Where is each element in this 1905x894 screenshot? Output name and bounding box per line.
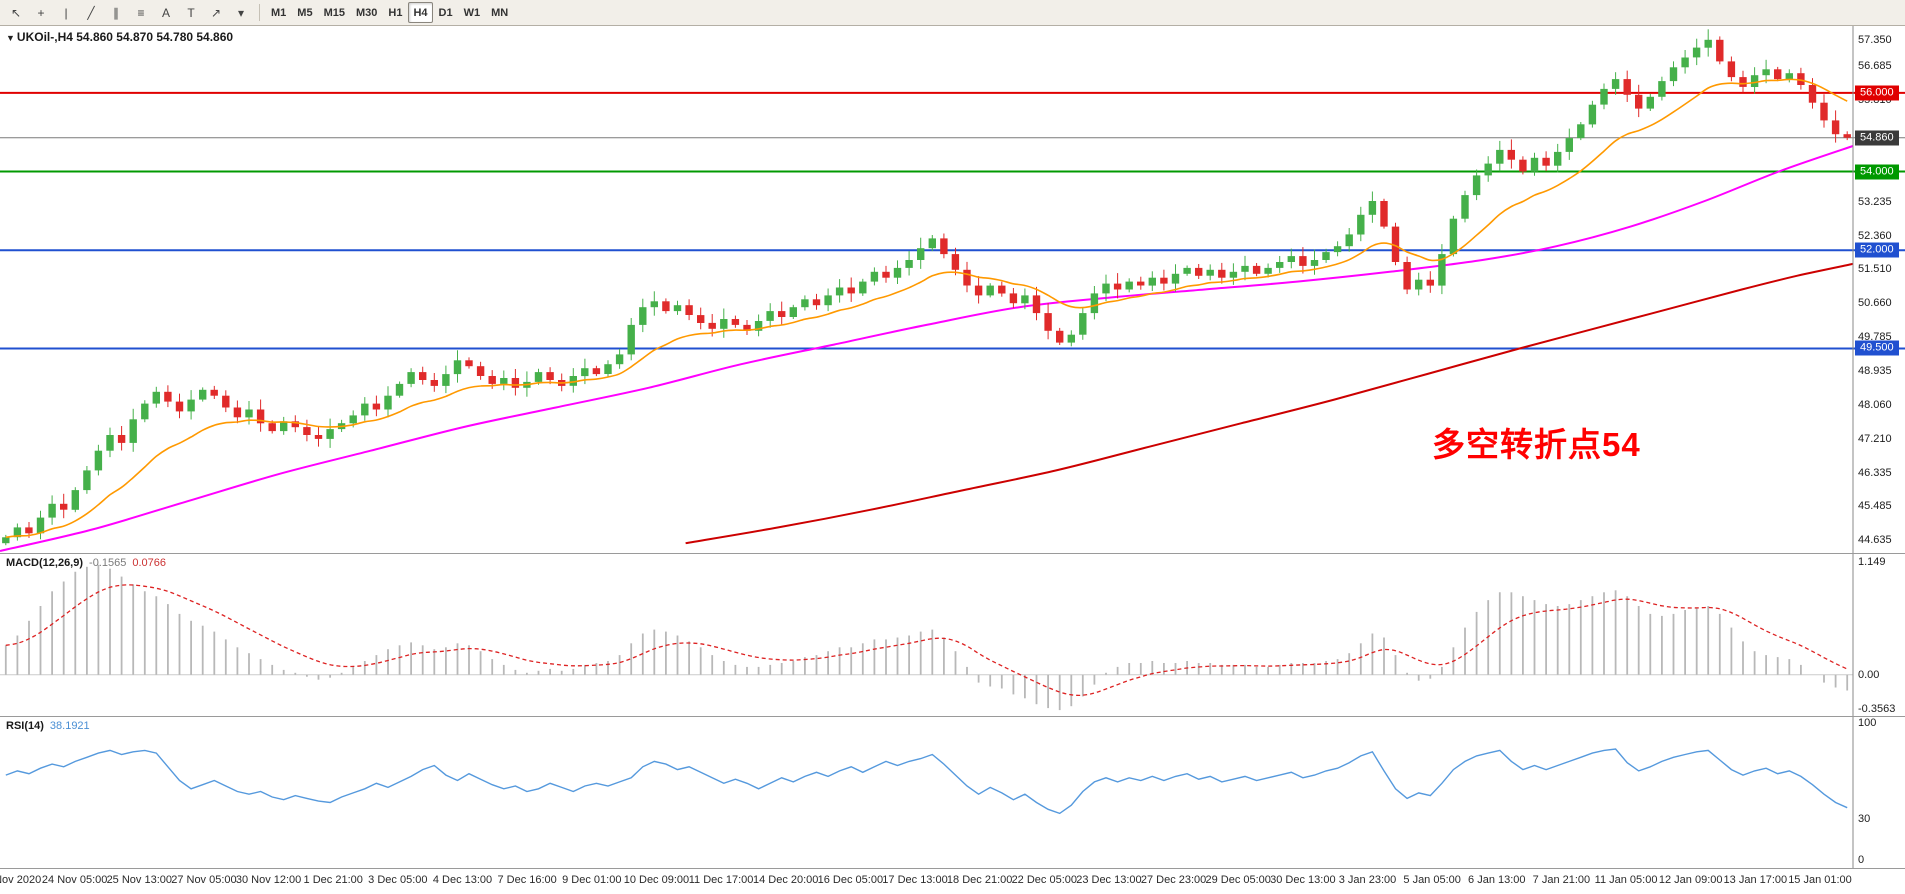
timeframe-m5-button[interactable]: M5 — [297, 6, 313, 19]
annotation-text: 多空转折点54 — [1432, 426, 1641, 463]
trendline-icon[interactable]: ╱ — [87, 5, 95, 20]
symbol-dropdown-icon[interactable]: ▼ — [6, 33, 15, 43]
cursor-icon[interactable]: ↖ — [10, 5, 22, 20]
time-axis-label: 5 Jan 05:00 — [1403, 874, 1461, 886]
time-axis-label: 17 Dec 13:00 — [882, 874, 948, 886]
timeframe-m15-button[interactable]: M15 — [323, 6, 345, 19]
rsi-label: RSI(14) 38.1921 — [6, 720, 90, 732]
candles — [2, 29, 1851, 546]
slow-moving-averages — [0, 145, 1854, 552]
text-label-icon[interactable]: T — [187, 5, 195, 20]
text-icon[interactable]: A — [161, 5, 170, 20]
time-axis-label: 14 Dec 20:00 — [752, 874, 819, 886]
time-axis-label: 30 Dec 13:00 — [1270, 874, 1336, 886]
time-axis-label: 24 Nov 05:00 — [41, 874, 108, 886]
time-axis-label: 29 Dec 05:00 — [1205, 874, 1271, 886]
time-axis-label: 23 Dec 13:00 — [1076, 874, 1142, 886]
time-axis-label: 16 Dec 05:00 — [817, 874, 884, 886]
main-chart-panel[interactable]: ▼ UKOil-,H4 54.860 54.870 54.780 54.860 多… — [0, 26, 1905, 553]
ohlc-text: UKOil-,H4 54.860 54.870 54.780 54.860 — [16, 30, 234, 44]
timeframe-mn-button[interactable]: MN — [491, 6, 509, 19]
macd-signal-line — [5, 584, 1848, 697]
timeframe-h4-button[interactable]: H4 — [408, 2, 433, 23]
time-axis-label: 18 Dec 21:00 — [946, 874, 1013, 886]
fibonacci-icon[interactable]: ≡ — [137, 5, 145, 20]
time-axis-label: 9 Dec 01:00 — [562, 874, 622, 886]
time-axis-label: 4 Dec 13:00 — [432, 874, 493, 886]
time-axis-label: 11 Jan 05:00 — [1594, 874, 1658, 886]
symbol-ohlc-label: ▼ UKOil-,H4 54.860 54.870 54.780 54.860 — [6, 30, 233, 44]
time-axis-label: 12 Jan 09:00 — [1658, 874, 1723, 886]
time-axis-label: 6 Jan 13:00 — [1468, 874, 1526, 886]
macd-main-value: -0.1565 — [89, 557, 127, 569]
equidistant-channel-icon[interactable]: ∥ — [113, 5, 119, 20]
toolbar: ↖ + | ╱ ∥ ≡ A T ↗ ▾ M1 M5 M15 M30 H1 H4 D1 W1 MN — [0, 0, 1905, 26]
time-axis-label: 30 Nov 12:00 — [235, 874, 302, 886]
crosshair-icon[interactable]: + — [37, 5, 45, 20]
macd-name: MACD(12,26,9) — [6, 557, 84, 569]
main-chart-canvas — [0, 26, 1905, 553]
time-axis-label: 22 Nov 2020 — [0, 874, 42, 886]
tools-dropdown-icon[interactable]: ▾ — [237, 5, 245, 20]
time-axis-label: 3 Dec 05:00 — [368, 874, 428, 886]
timeframe-h1-button[interactable]: H1 — [388, 6, 403, 19]
macd-histogram — [4, 564, 1849, 711]
macd-panel[interactable]: MACD(12,26,9) -0.1565 0.0766 1.149 0.00 -0.3… — [0, 553, 1905, 716]
timeframe-w1-button[interactable]: W1 — [463, 6, 481, 19]
rsi-name: RSI(14) — [6, 720, 44, 732]
fast-moving-average — [5, 78, 1848, 539]
time-axis-label: 3 Jan 23:00 — [1338, 874, 1397, 886]
time-axis-label: 15 Jan 01:00 — [1788, 874, 1852, 886]
timeframe-d1-button[interactable]: D1 — [438, 6, 453, 19]
timeframe-m1-button[interactable]: M1 — [271, 6, 287, 19]
toolbar-separator — [259, 4, 260, 21]
macd-canvas — [0, 554, 1854, 716]
time-axis-label: 7 Dec 16:00 — [497, 874, 557, 886]
time-axis-label: 27 Nov 05:00 — [171, 874, 237, 886]
time-axis-label: 11 Dec 17:00 — [688, 874, 754, 886]
level-lines — [0, 91, 1905, 350]
time-axis-label: 27 Dec 23:00 — [1140, 874, 1207, 886]
rsi-panel[interactable]: RSI(14) 38.1921 100 30 0 — [0, 716, 1905, 868]
time-axis-label: 10 Dec 09:00 — [623, 874, 690, 886]
time-axis-label: 25 Nov 13:00 — [106, 874, 172, 886]
time-axis-label: 7 Jan 21:00 — [1532, 874, 1591, 886]
rsi-canvas — [5, 717, 1854, 868]
time-axis-label: 1 Dec 21:00 — [303, 874, 363, 886]
time-axis-label: 13 Jan 17:00 — [1723, 874, 1788, 886]
macd-label: MACD(12,26,9) -0.1565 0.0766 — [6, 557, 166, 569]
rsi-line — [5, 748, 1848, 815]
macd-signal-value: 0.0766 — [132, 557, 166, 569]
time-axis-label: 22 Dec 05:00 — [1011, 874, 1077, 886]
timeframe-m30-button[interactable]: M30 — [355, 6, 378, 19]
rsi-value: 38.1921 — [49, 720, 90, 732]
arrows-icon[interactable]: ↗ — [210, 5, 222, 20]
vertical-line-icon[interactable]: | — [64, 5, 68, 20]
